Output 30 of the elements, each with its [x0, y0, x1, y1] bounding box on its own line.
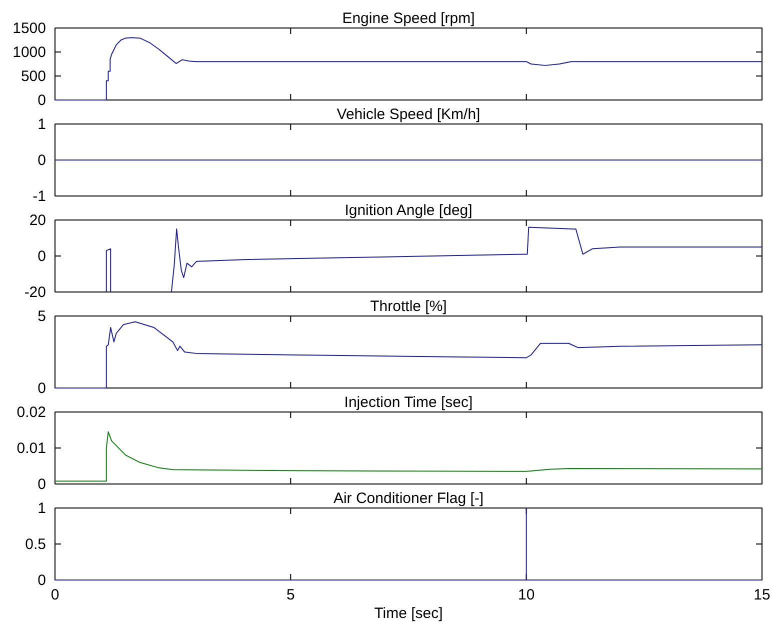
line-series	[54, 431, 762, 482]
chart-title: Air Conditioner Flag [-]	[333, 490, 484, 507]
x-axis-title: Time [sec]	[374, 605, 443, 622]
y-tick-label: 0	[38, 248, 46, 265]
chart-title: Throttle [%]	[370, 298, 447, 315]
y-tick-label: 0	[38, 380, 46, 397]
y-tick-label: 0.01	[16, 440, 46, 457]
x-tick-label: 10	[518, 586, 535, 604]
y-tick-label: 5	[38, 308, 46, 325]
chart-title: Injection Time [sec]	[344, 394, 473, 411]
y-tick-label: 0	[38, 152, 46, 169]
y-tick-label: 20	[29, 212, 46, 229]
y-tick-label: 1	[38, 116, 46, 133]
y-tick-label: -20	[24, 284, 46, 301]
y-tick-label: 0.02	[16, 404, 46, 421]
y-tick-label: 500	[20, 68, 46, 85]
y-tick-label: 0.5	[25, 536, 46, 553]
y-tick-label: -1	[32, 188, 46, 205]
y-tick-label: 0	[38, 92, 46, 109]
y-tick-label: 1500	[12, 20, 46, 37]
x-tick-label: 15	[754, 586, 770, 604]
y-tick-label: 1	[38, 500, 46, 517]
y-tick-label: 0	[38, 572, 46, 589]
x-tick-label: 5	[286, 586, 295, 604]
x-tick-label: 0	[50, 586, 60, 604]
chart-title: Vehicle Speed [Km/h]	[336, 106, 480, 123]
y-tick-label: 1000	[12, 44, 46, 61]
chart-title: Engine Speed [rpm]	[342, 10, 475, 27]
chart-title: Ignition Angle [deg]	[344, 202, 472, 219]
y-tick-label: 0	[38, 476, 46, 493]
